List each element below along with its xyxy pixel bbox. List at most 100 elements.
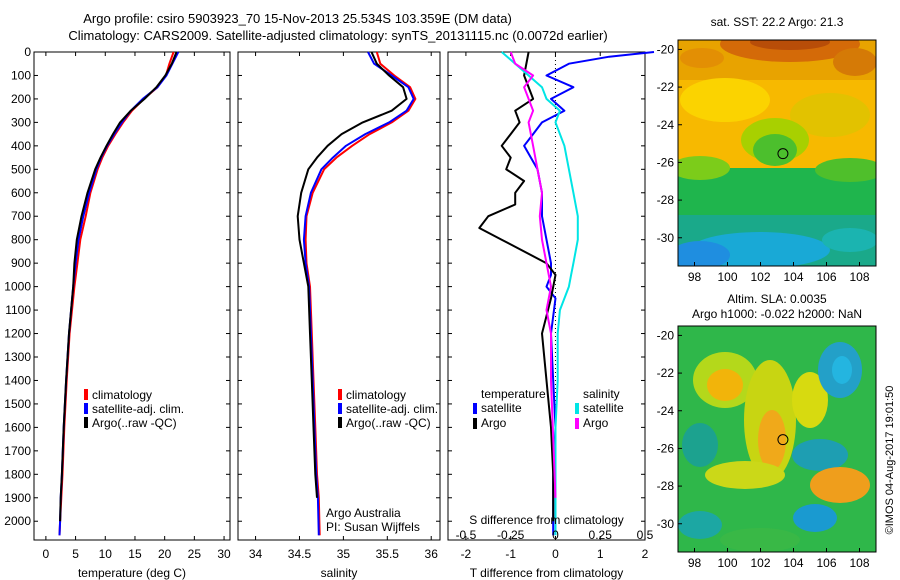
x-axis-label: temperature (deg C) [78, 566, 186, 580]
map-x-tick-label: 106 [816, 270, 836, 284]
x-axis-label: salinity [321, 566, 358, 580]
annotation-text: PI: Susan Wijffels [326, 520, 420, 534]
x-tick-label: 25 [188, 547, 202, 561]
y-tick-label: 300 [11, 115, 31, 129]
x-tick-label: 15 [128, 547, 142, 561]
y-tick-label: 1200 [4, 327, 31, 341]
legend-label: satellite [583, 401, 624, 415]
legend-title: salinity [583, 387, 620, 401]
legend-swatch [338, 403, 342, 414]
map-y-tick-label: -20 [657, 328, 675, 342]
legend-swatch [338, 417, 342, 428]
map-x-tick-label: 108 [849, 556, 869, 570]
map-title: Altim. SLA: 0.0035 [727, 292, 827, 306]
x-tick-label: 35 [337, 547, 351, 561]
legend-label: Argo(..raw -QC) [92, 416, 177, 430]
map-x-tick-label: 98 [688, 270, 702, 284]
x-tick-label: 1 [597, 547, 604, 561]
legend-swatch [473, 403, 477, 414]
series-line [478, 51, 557, 522]
y-tick-label: 700 [11, 209, 31, 223]
map-y-tick-label: -22 [657, 80, 675, 94]
map-frame [677, 325, 877, 553]
watermark-text: ©IMOS 04-Aug-2017 19:01:50 [884, 386, 896, 535]
y-tick-label: 900 [11, 256, 31, 270]
x-tick-label: 10 [99, 547, 113, 561]
legend-label: climatology [92, 388, 152, 402]
x-tick-label: 5 [72, 547, 79, 561]
map-y-tick-label: -26 [657, 441, 675, 455]
top-axis-tick-label: -0.25 [497, 528, 525, 542]
legend-swatch [84, 389, 88, 400]
argo-position-marker [777, 148, 789, 160]
x-tick-label: 34.5 [288, 547, 312, 561]
axes-frame [237, 51, 441, 541]
y-tick-label: 1000 [4, 280, 31, 294]
y-tick-label: 1100 [5, 303, 31, 317]
map-x-tick-label: 106 [816, 556, 836, 570]
map-y-tick-label: -26 [657, 155, 675, 169]
x-tick-label: 0 [43, 547, 50, 561]
top-axis-label: S difference from climatology [469, 513, 624, 527]
y-tick-label: 600 [11, 186, 31, 200]
top-axis-tick-label: -0.5 [456, 528, 477, 542]
y-tick-label: 200 [11, 92, 31, 106]
y-tick-label: 1800 [4, 467, 31, 481]
legend-label: Argo [583, 416, 609, 430]
y-tick-label: 1700 [4, 444, 31, 458]
map-frame [677, 39, 877, 267]
series-line [58, 51, 175, 536]
top-axis-tick-label: 0.25 [589, 528, 613, 542]
y-tick-label: 2000 [4, 514, 31, 528]
x-axis-label: T difference from climatology [470, 566, 624, 580]
legend-title: temperature [481, 387, 546, 401]
x-tick-label: 34 [249, 547, 263, 561]
legend-swatch [473, 418, 477, 429]
legend-swatch [338, 389, 342, 400]
sla-map-image [678, 326, 876, 552]
y-tick-label: 800 [11, 233, 31, 247]
series-line [509, 51, 557, 498]
y-tick-label: 1400 [4, 373, 31, 387]
header-line-1: Argo profile: csiro 5903923_70 15-Nov-20… [83, 11, 512, 26]
y-tick-label: 400 [11, 139, 31, 153]
y-tick-label: 1600 [4, 420, 31, 434]
y-tick-label: 1500 [4, 397, 31, 411]
legend-label: satellite-adj. clim. [92, 402, 184, 416]
map-x-tick-label: 108 [849, 270, 869, 284]
series-line [59, 51, 178, 522]
header-line-2: Climatology: CARS2009. Satellite-adjuste… [68, 28, 608, 43]
axes-frame [447, 51, 646, 541]
x-tick-label: -2 [461, 547, 472, 561]
legend-swatch [84, 417, 88, 428]
series-line [296, 51, 408, 498]
series-line [523, 51, 655, 536]
x-tick-label: 36 [425, 547, 439, 561]
x-tick-label: 2 [642, 547, 649, 561]
legend-label: Argo(..raw -QC) [346, 416, 431, 430]
map-x-tick-label: 104 [783, 270, 803, 284]
y-tick-label: 1900 [4, 491, 31, 505]
x-tick-label: 35.5 [376, 547, 400, 561]
top-axis-tick-label: 0.5 [637, 528, 654, 542]
argo-position-marker [777, 434, 789, 446]
legend-label: satellite-adj. clim. [346, 402, 438, 416]
map-y-tick-label: -20 [657, 42, 675, 56]
series-line [501, 51, 579, 536]
map-y-tick-label: -30 [657, 231, 675, 245]
legend-swatch [575, 403, 579, 414]
map-y-tick-label: -28 [657, 193, 675, 207]
y-tick-label: 500 [11, 162, 31, 176]
map-title: Argo h1000: -0.022 h2000: NaN [692, 307, 862, 321]
map-x-tick-label: 104 [783, 556, 803, 570]
x-tick-label: -1 [505, 547, 516, 561]
legend-label: climatology [346, 388, 406, 402]
map-title: sat. SST: 22.2 Argo: 21.3 [711, 15, 844, 29]
map-y-tick-label: -28 [657, 479, 675, 493]
legend-label: Argo [481, 416, 507, 430]
map-x-tick-label: 102 [750, 556, 770, 570]
map-x-tick-label: 102 [750, 270, 770, 284]
axes-frame [33, 51, 231, 541]
legend-swatch [84, 403, 88, 414]
